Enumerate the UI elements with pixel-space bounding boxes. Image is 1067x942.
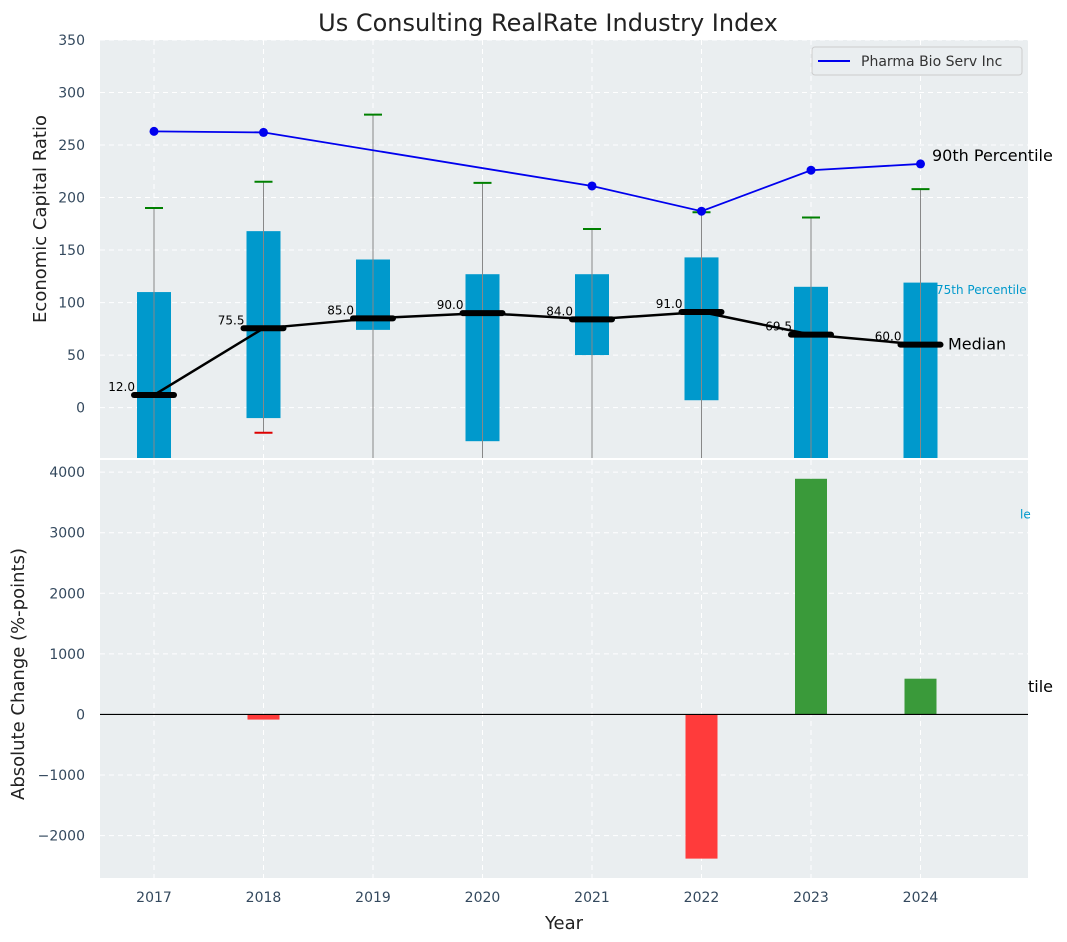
legend-box [811,46,1023,76]
top-y-tick-label: 0 [76,401,85,417]
annotation-75th-percentile: 75th Percentile [936,283,1027,297]
bottom-y-tick-label: −1000 [38,768,85,784]
top-y-tick-label: 350 [58,33,85,49]
top-y-axis-label: Economic Capital Ratio [30,115,51,323]
x-tick-label-2022: 2022 [684,890,720,906]
bar-2022 [685,714,718,859]
x-tick-label-2020: 2020 [465,890,501,906]
annotation-clipped-75th: le [1020,508,1031,522]
x-tick-label-2021: 2021 [574,890,610,906]
x-tick-label-2019: 2019 [355,890,391,906]
series-line [153,130,921,213]
annotation-90th-percentile: 90th Percentile [932,146,1053,165]
bottom-y-tick-label: 0 [76,707,85,723]
x-tick-label-2017: 2017 [136,890,172,906]
x-tick-labels: 2017 2018 2019 2020 2021 2022 2023 2024 [136,890,938,906]
series-point-2018 [259,127,268,137]
bottom-y-axis-label: Absolute Change (%-points) [8,548,29,800]
series-point-2024 [916,159,925,169]
bar-2018 [247,714,280,720]
top-plot-background [100,40,1028,458]
bottom-y-tick-label: 2000 [49,586,85,602]
bottom-y-tick-label: −2000 [38,829,85,845]
median-label-2023: 69.5 [765,320,792,334]
median-label-2018: 75.5 [218,313,245,327]
bottom-y-tick-labels: −2000 −1000 0 1000 2000 3000 4000 [38,465,85,844]
top-y-tick-label: 200 [58,191,85,207]
top-y-tick-labels: 0 50 100 150 200 250 300 350 [58,33,85,417]
top-y-tick-label: 150 [58,243,85,259]
median-label-2017: 12.0 [108,380,135,394]
bottom-y-tick-label: 1000 [49,647,85,663]
top-y-tick-label: 100 [58,296,85,312]
top-series [149,126,925,216]
bottom-panel: −2000 −1000 0 1000 2000 3000 4000 tile le Absol… [8,460,1053,934]
bar-2024 [904,678,937,715]
top-y-tick-label: 250 [58,138,85,154]
median-label-2024: 60.0 [875,330,902,344]
top-panel: 0 50 100 150 200 250 300 350 12.0 75.5 85.0 90.0 84… [30,33,1053,458]
x-tick-label-2024: 2024 [903,890,939,906]
annotation-median: Median [948,335,1006,354]
x-tick-label-2018: 2018 [246,890,282,906]
legend-label: Pharma Bio Serv Inc [861,54,1002,70]
bar-2023 [795,478,827,715]
median-label-2022: 91.0 [656,297,683,311]
series-point-2021 [587,181,597,191]
median-label-2020: 90.0 [437,298,464,312]
top-annotations: 90th Percentile 75th Percentile Median [932,146,1053,354]
bottom-y-tick-label: 4000 [49,465,85,481]
top-y-tick-label: 50 [67,348,85,364]
series-point-2022 [697,206,706,216]
chart-title: Us Consulting RealRate Industry Index [318,9,778,37]
x-tick-label-2023: 2023 [793,890,829,906]
top-boxes: 12.0 75.5 85.0 90.0 84.0 91.0 69.5 60.0 [108,113,944,458]
legend: Pharma Bio Serv Inc [811,46,1023,76]
series-point-2023 [806,165,816,175]
bottom-plot-background [100,460,1028,878]
annotation-clipped-percentile: tile [1028,677,1053,696]
bottom-annotations: tile le [1020,508,1053,696]
bottom-y-tick-label: 3000 [49,526,85,542]
median-label-2019: 85.0 [327,303,354,317]
series-point-2017 [149,126,159,136]
x-axis-label: Year [544,913,584,934]
median-label-2021: 84.0 [546,304,573,318]
top-y-tick-label: 300 [58,86,85,102]
bottom-bars [100,478,1028,859]
